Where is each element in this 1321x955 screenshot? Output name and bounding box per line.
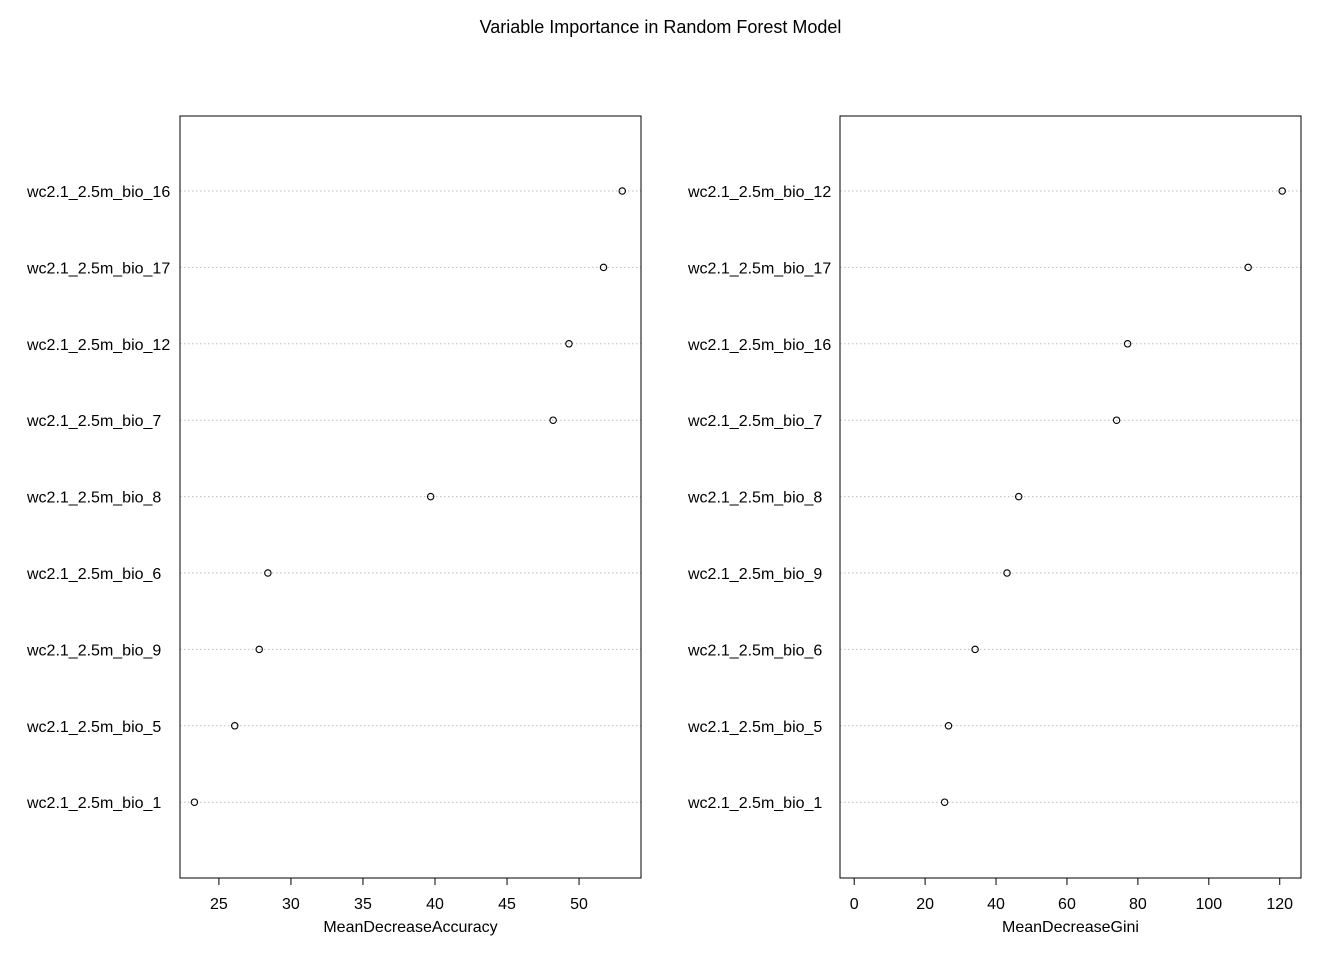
data-point [549,416,557,424]
data-point [1112,416,1121,424]
data-point [230,722,239,730]
category-label: wc2.1_2.5m_bio_16 [687,337,831,354]
category-label: wc2.1_2.5m_bio_5 [687,719,822,736]
category-label: wc2.1_2.5m_bio_1 [26,795,161,812]
x-tick-label: 35 [354,896,372,913]
data-point [190,798,199,806]
x-tick-label: 40 [987,896,1005,913]
category-label: wc2.1_2.5m_bio_12 [26,337,170,354]
data-point [1003,569,1011,577]
x-tick-label: 25 [210,896,228,913]
data-point [1123,340,1132,348]
category-label: wc2.1_2.5m_bio_5 [26,719,161,736]
category-label: wc2.1_2.5m_bio_9 [26,642,161,659]
data-point [618,187,627,195]
x-tick-label: 30 [282,896,300,913]
category-label: wc2.1_2.5m_bio_1 [687,795,822,812]
data-point [599,263,608,272]
x-tick-label: 120 [1266,896,1293,913]
category-label: wc2.1_2.5m_bio_6 [687,642,822,659]
category-label: wc2.1_2.5m_bio_9 [687,566,822,583]
x-axis-label: MeanDecreaseAccuracy [323,919,497,936]
x-tick-label: 100 [1195,896,1222,913]
x-tick-label: 80 [1129,896,1147,913]
x-tick-label: 0 [850,896,859,913]
category-label: wc2.1_2.5m_bio_17 [26,260,170,277]
x-tick-label: 50 [570,896,588,913]
category-label: wc2.1_2.5m_bio_8 [687,490,822,507]
data-point [940,798,949,806]
data-point [565,340,573,348]
category-label: wc2.1_2.5m_bio_8 [26,490,161,507]
data-point [971,645,979,654]
data-point [426,492,435,501]
category-label: wc2.1_2.5m_bio_7 [26,413,161,430]
category-label: wc2.1_2.5m_bio_12 [687,184,831,201]
category-label: wc2.1_2.5m_bio_6 [26,566,161,583]
category-label: wc2.1_2.5m_bio_7 [687,413,822,430]
x-tick-label: 45 [498,896,516,913]
x-axis-label: MeanDecreaseGini [1002,919,1139,936]
data-point [1014,492,1023,501]
data-point [1278,187,1286,195]
data-point [1244,263,1252,272]
category-label: wc2.1_2.5m_bio_16 [26,184,170,201]
data-point [264,569,272,577]
x-tick-label: 60 [1058,896,1076,913]
category-label: wc2.1_2.5m_bio_17 [687,260,831,277]
x-tick-label: 40 [426,896,444,913]
data-point [255,645,263,654]
data-point [944,722,953,730]
x-tick-label: 20 [916,896,934,913]
chart-title: Variable Importance in Random Forest Mod… [479,17,842,37]
